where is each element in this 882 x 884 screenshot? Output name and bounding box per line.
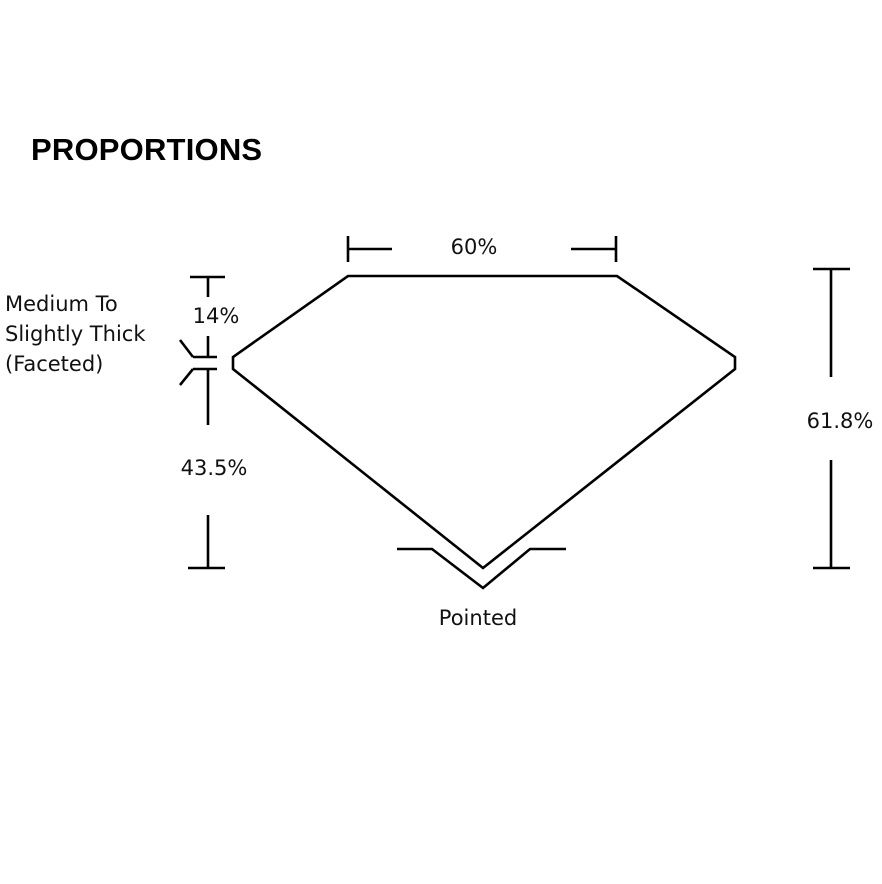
- depth-label: 61.8%: [807, 409, 874, 433]
- table-dimension: 60%: [346, 235, 618, 262]
- crown-label: 14%: [193, 304, 240, 328]
- table-label: 60%: [451, 235, 498, 259]
- diamond-outline: [231, 274, 737, 570]
- girdle-label-line-1: Medium To: [5, 292, 118, 316]
- pavilion-label: 43.5%: [181, 456, 248, 480]
- crown-dimension: 14%: [178, 275, 240, 359]
- page-title: PROPORTIONS: [31, 132, 263, 167]
- girdle-label: Medium To Slightly Thick (Faceted): [5, 292, 146, 376]
- depth-dimension: 61.8%: [807, 267, 874, 570]
- culet-marker: Pointed: [397, 547, 566, 630]
- pavilion-dimension: 43.5%: [178, 367, 248, 570]
- girdle-label-line-3: (Faceted): [5, 352, 103, 376]
- girdle-label-line-2: Slightly Thick: [5, 322, 146, 346]
- culet-label: Pointed: [439, 606, 517, 630]
